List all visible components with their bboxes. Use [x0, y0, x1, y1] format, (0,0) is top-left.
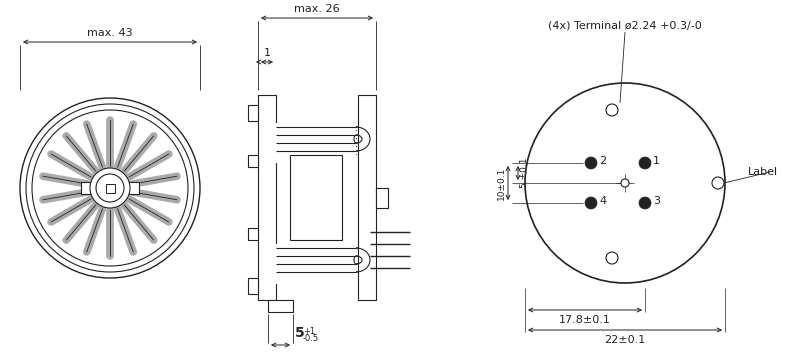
Circle shape	[525, 83, 725, 283]
Bar	[358, 95, 376, 300]
Text: Label: Label	[748, 167, 778, 177]
Text: 10±0.1: 10±0.1	[497, 166, 506, 200]
Bar	[274, 244, 356, 284]
Circle shape	[90, 168, 130, 208]
Circle shape	[639, 197, 651, 209]
Circle shape	[712, 177, 724, 189]
Text: (4x) Terminal ø2.24 +0.3/-0: (4x) Terminal ø2.24 +0.3/-0	[548, 20, 702, 30]
Circle shape	[606, 104, 618, 116]
Text: 5: 5	[295, 326, 305, 340]
Circle shape	[585, 157, 597, 169]
Bar	[274, 123, 356, 163]
Text: 17.8±0.1: 17.8±0.1	[559, 315, 611, 325]
Bar	[248, 105, 258, 121]
Text: 1: 1	[264, 48, 270, 58]
Text: 4: 4	[599, 196, 606, 206]
Circle shape	[606, 252, 618, 264]
Bar	[248, 228, 258, 240]
Circle shape	[621, 179, 629, 187]
Text: 1: 1	[653, 156, 660, 166]
Bar	[106, 184, 115, 193]
Text: +1: +1	[303, 327, 315, 336]
Text: 2: 2	[599, 156, 606, 166]
Bar	[81, 182, 95, 194]
Bar	[290, 155, 342, 240]
Text: 5 ±0.1: 5 ±0.1	[520, 158, 529, 188]
Circle shape	[639, 157, 651, 169]
Text: 22±0.1: 22±0.1	[604, 335, 645, 345]
Text: 3: 3	[653, 196, 660, 206]
Bar	[248, 155, 258, 167]
Bar	[268, 300, 293, 312]
Bar	[125, 182, 139, 194]
Bar	[376, 188, 388, 208]
Bar	[258, 95, 276, 300]
Text: -0.5: -0.5	[303, 334, 319, 343]
Text: max. 26: max. 26	[294, 4, 340, 14]
Circle shape	[585, 197, 597, 209]
Bar	[248, 278, 258, 294]
Text: max. 43: max. 43	[87, 28, 133, 38]
